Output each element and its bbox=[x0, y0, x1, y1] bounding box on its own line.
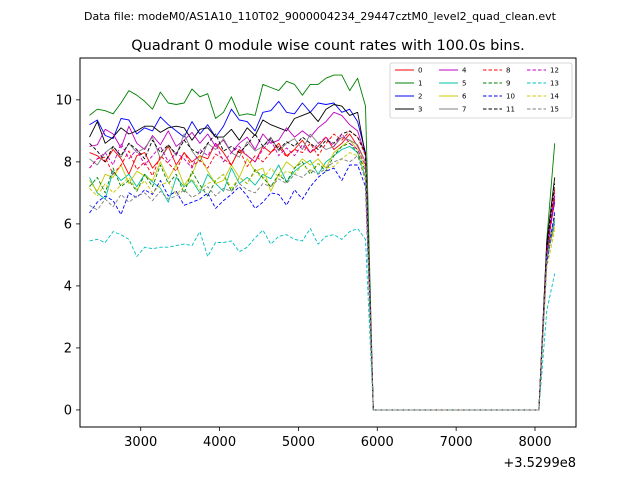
x-tick-label-8000: 8000 bbox=[518, 435, 551, 450]
series-line-10 bbox=[89, 164, 556, 411]
legend-label-12: 12 bbox=[550, 67, 559, 75]
x-tick-label-7000: 7000 bbox=[440, 435, 473, 450]
legend-label-15: 15 bbox=[550, 106, 559, 114]
legend-label-4: 4 bbox=[462, 67, 467, 75]
series-line-15 bbox=[89, 155, 556, 411]
y-tick-label-2: 2 bbox=[64, 341, 72, 356]
x-tick-label-3000: 3000 bbox=[124, 435, 157, 450]
legend-label-14: 14 bbox=[550, 93, 559, 101]
series-line-3 bbox=[89, 104, 556, 411]
chart-title: Quadrant 0 module wise count rates with … bbox=[131, 38, 525, 54]
series-line-1 bbox=[89, 74, 556, 411]
series-line-12 bbox=[89, 133, 556, 411]
series-line-4 bbox=[89, 111, 556, 411]
y-tick-label-4: 4 bbox=[64, 279, 72, 294]
x-tick-label-6000: 6000 bbox=[361, 435, 394, 450]
legend-label-6: 6 bbox=[462, 93, 467, 101]
legend-label-11: 11 bbox=[506, 106, 515, 114]
series-line-14 bbox=[89, 152, 556, 411]
y-tick-label-6: 6 bbox=[64, 217, 72, 232]
legend-label-13: 13 bbox=[550, 80, 559, 88]
series-line-8 bbox=[89, 130, 556, 411]
x-offset-label: +3.5299e8 bbox=[503, 456, 576, 471]
y-tick-label-8: 8 bbox=[64, 155, 72, 170]
x-tick-label-4000: 4000 bbox=[203, 435, 236, 450]
legend-label-10: 10 bbox=[506, 93, 515, 101]
y-tick-label-10: 10 bbox=[55, 93, 72, 108]
legend-label-2: 2 bbox=[418, 93, 422, 101]
legend-label-0: 0 bbox=[418, 67, 422, 75]
legend-label-5: 5 bbox=[462, 80, 466, 88]
legend-label-3: 3 bbox=[418, 106, 422, 114]
legend-box bbox=[389, 62, 573, 119]
legend-label-7: 7 bbox=[462, 106, 466, 114]
series-line-11 bbox=[89, 130, 556, 411]
series-line-13 bbox=[89, 228, 556, 411]
x-axis: 3000 4000 5000 6000 7000 8000 bbox=[124, 427, 552, 450]
series-line-5 bbox=[89, 145, 556, 411]
legend-label-8: 8 bbox=[506, 67, 510, 75]
y-axis: 0 2 4 6 8 10 bbox=[55, 93, 80, 418]
legend-label-1: 1 bbox=[418, 80, 422, 88]
legend-label-9: 9 bbox=[506, 80, 510, 88]
series-line-2 bbox=[89, 100, 556, 411]
axes-frame bbox=[79, 57, 577, 428]
y-tick-label-0: 0 bbox=[64, 403, 72, 418]
series-line-7 bbox=[89, 133, 556, 411]
figure-suptitle: Data file: modeM0/AS1A10_110T02_90000042… bbox=[84, 10, 557, 23]
series-layer bbox=[89, 74, 556, 411]
series-line-6 bbox=[89, 139, 556, 411]
x-tick-label-5000: 5000 bbox=[282, 435, 315, 450]
